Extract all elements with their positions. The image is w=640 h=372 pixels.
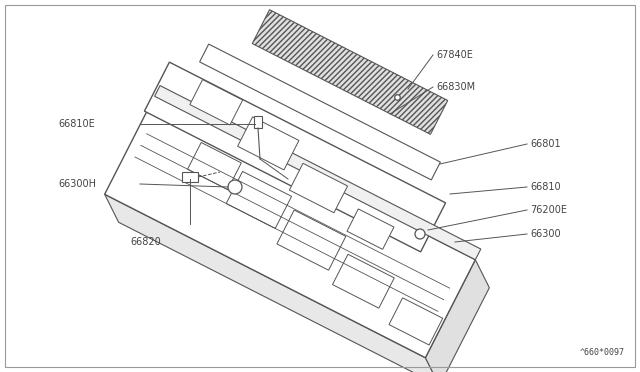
Polygon shape — [188, 142, 241, 190]
Polygon shape — [182, 172, 198, 182]
Text: 76200E: 76200E — [530, 205, 567, 215]
Text: 66300H: 66300H — [58, 179, 96, 189]
Polygon shape — [145, 62, 445, 252]
Polygon shape — [105, 194, 440, 372]
Polygon shape — [226, 171, 292, 228]
Text: ^660*0097: ^660*0097 — [580, 348, 625, 357]
Polygon shape — [237, 117, 299, 170]
Text: 67840E: 67840E — [436, 50, 473, 60]
Polygon shape — [333, 254, 394, 308]
Text: 66810: 66810 — [530, 182, 561, 192]
Circle shape — [415, 229, 425, 239]
Polygon shape — [426, 260, 490, 372]
Circle shape — [228, 180, 242, 194]
Polygon shape — [254, 116, 262, 128]
Polygon shape — [252, 10, 448, 134]
Polygon shape — [105, 96, 476, 358]
Polygon shape — [389, 298, 443, 345]
Text: 66801: 66801 — [530, 139, 561, 149]
Text: 66830M: 66830M — [436, 82, 475, 92]
Polygon shape — [347, 209, 394, 249]
Polygon shape — [190, 80, 243, 125]
Polygon shape — [277, 210, 346, 270]
Text: 66300: 66300 — [530, 229, 561, 239]
Text: 66820: 66820 — [130, 237, 161, 247]
Text: 66810E: 66810E — [58, 119, 95, 129]
Polygon shape — [155, 86, 481, 260]
Polygon shape — [289, 163, 348, 213]
Polygon shape — [200, 44, 440, 180]
